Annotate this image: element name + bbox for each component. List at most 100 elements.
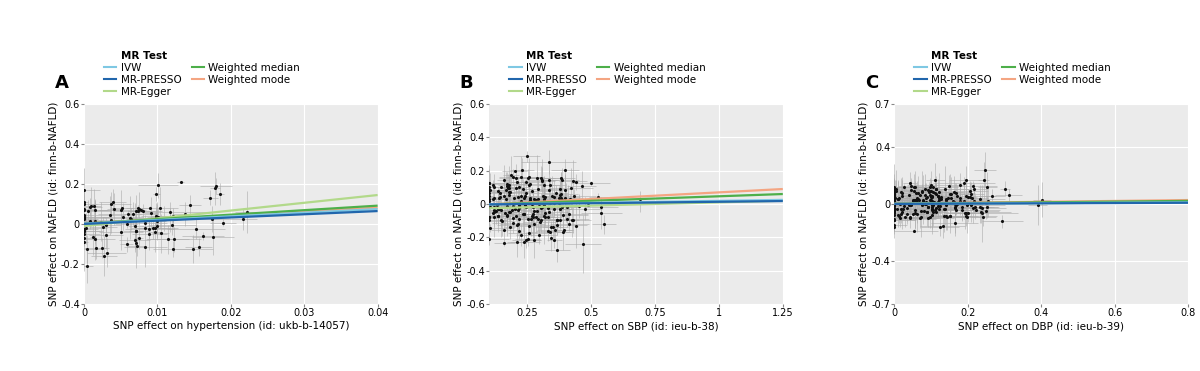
- Point: [521, 197, 540, 203]
- Point: [956, 213, 976, 219]
- Point: [149, 214, 168, 220]
- Point: [894, 203, 913, 209]
- Point: [552, 177, 571, 183]
- Point: [901, 202, 920, 208]
- Point: [558, 216, 577, 222]
- Point: [575, 206, 594, 211]
- Point: [524, 204, 544, 210]
- Point: [930, 189, 949, 195]
- Point: [521, 197, 540, 203]
- Point: [553, 229, 572, 234]
- Point: [884, 194, 904, 200]
- Point: [956, 210, 976, 216]
- Point: [506, 175, 526, 181]
- Point: [500, 224, 520, 230]
- Point: [922, 194, 941, 200]
- Point: [922, 206, 941, 212]
- Point: [127, 240, 146, 246]
- Point: [936, 202, 955, 208]
- Point: [533, 178, 552, 184]
- Point: [916, 186, 935, 191]
- Point: [946, 200, 965, 206]
- Point: [904, 198, 923, 204]
- Point: [884, 217, 904, 223]
- Point: [163, 246, 182, 252]
- Point: [894, 206, 913, 212]
- Point: [929, 206, 948, 211]
- Point: [77, 246, 96, 252]
- Point: [142, 210, 161, 216]
- Point: [126, 229, 145, 234]
- Point: [966, 204, 985, 210]
- Point: [542, 193, 562, 199]
- Point: [960, 194, 979, 200]
- Point: [922, 202, 941, 208]
- Point: [503, 215, 522, 221]
- Point: [527, 175, 546, 181]
- Point: [544, 224, 563, 230]
- Point: [500, 182, 520, 188]
- Point: [560, 221, 580, 227]
- Point: [148, 218, 167, 224]
- Point: [901, 183, 920, 189]
- Point: [85, 236, 104, 242]
- Point: [884, 185, 904, 191]
- Point: [912, 188, 931, 194]
- Point: [524, 237, 544, 243]
- Point: [140, 205, 160, 211]
- Point: [923, 207, 942, 213]
- Point: [125, 237, 144, 243]
- Point: [487, 208, 506, 214]
- Point: [539, 209, 558, 215]
- Point: [480, 180, 499, 186]
- Point: [498, 183, 517, 189]
- Point: [926, 191, 946, 197]
- Point: [97, 232, 116, 238]
- Point: [947, 190, 966, 196]
- Point: [884, 199, 904, 205]
- Point: [530, 219, 550, 225]
- Point: [556, 167, 575, 173]
- Point: [950, 198, 970, 204]
- Point: [127, 208, 146, 214]
- Point: [928, 203, 947, 209]
- Point: [112, 229, 131, 235]
- Point: [491, 207, 510, 213]
- Y-axis label: SNP effect on NAFLD (id: finn-b-NAFLD): SNP effect on NAFLD (id: finn-b-NAFLD): [454, 102, 463, 306]
- Point: [121, 216, 140, 222]
- Point: [84, 203, 103, 209]
- Point: [96, 222, 115, 228]
- Point: [541, 224, 560, 230]
- Point: [78, 208, 97, 214]
- Point: [884, 222, 904, 228]
- Point: [164, 236, 184, 242]
- Point: [512, 167, 532, 173]
- Point: [516, 204, 535, 210]
- Point: [490, 194, 509, 200]
- Point: [85, 219, 104, 224]
- Point: [581, 180, 600, 186]
- Point: [193, 233, 212, 239]
- Point: [511, 198, 530, 204]
- Point: [592, 210, 611, 216]
- Point: [884, 206, 904, 212]
- Point: [918, 215, 937, 221]
- Point: [536, 194, 556, 200]
- Point: [528, 208, 547, 214]
- Point: [163, 216, 182, 222]
- Point: [916, 201, 935, 207]
- Point: [961, 191, 980, 197]
- Point: [966, 207, 985, 213]
- Point: [954, 180, 973, 186]
- Point: [893, 193, 912, 199]
- Point: [74, 201, 94, 207]
- Point: [922, 200, 941, 206]
- Point: [480, 204, 499, 210]
- Point: [499, 209, 518, 215]
- Point: [74, 228, 94, 234]
- Point: [922, 198, 941, 204]
- Point: [922, 188, 941, 194]
- Point: [937, 197, 956, 203]
- Point: [516, 202, 535, 208]
- Point: [86, 245, 106, 251]
